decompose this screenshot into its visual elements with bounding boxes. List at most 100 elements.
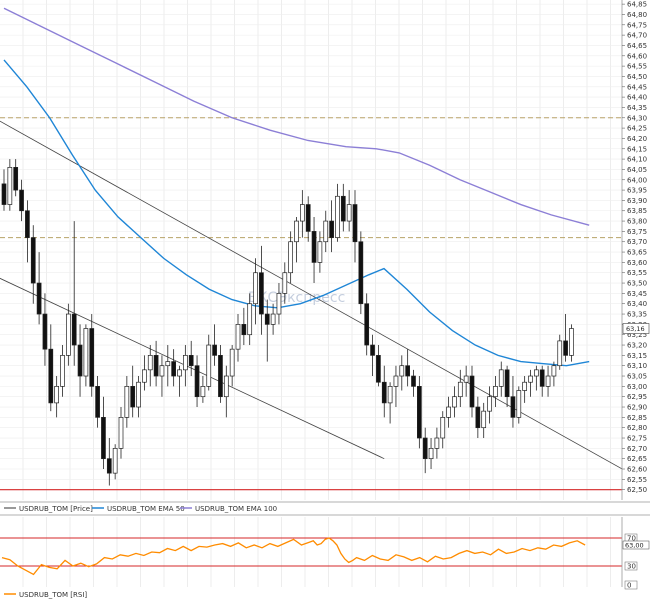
candle-body <box>387 386 393 404</box>
candle <box>13 159 19 197</box>
y-tick-label: 63,60 <box>627 259 647 267</box>
candle <box>241 307 247 346</box>
candle-body <box>522 381 528 391</box>
main-levels <box>0 117 622 491</box>
candle <box>504 365 510 408</box>
candle-body <box>533 369 539 377</box>
candle-body <box>346 204 352 222</box>
candle-body <box>300 204 305 222</box>
candle-body <box>481 410 487 429</box>
candle-body <box>60 355 65 387</box>
candle <box>469 365 475 418</box>
candle <box>370 334 375 377</box>
candle-body <box>200 386 206 398</box>
rsi-y-axis: 70 30 0 63,00 <box>621 517 650 590</box>
y-tick-label: 64,75 <box>627 21 647 29</box>
candle <box>294 216 299 263</box>
rsi-levels <box>0 537 622 567</box>
candle <box>206 334 212 391</box>
y-tick-label: 62,70 <box>627 445 647 453</box>
legend-ema50-label: USDRUB_TOM EMA 50 <box>107 505 185 513</box>
y-tick-label: 64,25 <box>627 125 647 133</box>
candle <box>177 365 182 397</box>
candle-body <box>545 375 551 387</box>
trend-lines <box>0 120 650 485</box>
candle-body <box>206 344 212 387</box>
y-tick-label: 64,20 <box>627 135 647 143</box>
candle <box>200 376 206 403</box>
rsi-line <box>1 537 586 576</box>
candle <box>264 299 270 362</box>
candle-body <box>422 437 428 460</box>
candle <box>346 190 352 232</box>
y-tick-label: 63,80 <box>627 218 647 226</box>
candle-body <box>77 344 83 377</box>
candle <box>124 376 130 428</box>
candle-body <box>305 204 311 232</box>
y-tick-label: 64,50 <box>627 73 647 81</box>
candle <box>422 427 428 474</box>
candle <box>387 382 393 424</box>
y-tick-label: 64,35 <box>627 104 647 112</box>
candle <box>19 179 24 222</box>
candle <box>463 365 469 397</box>
y-tick-label: 64,45 <box>627 83 647 91</box>
candle-body <box>259 272 264 315</box>
rsi-grid <box>22 517 611 587</box>
candle-body <box>1 183 7 205</box>
y-tick-label: 64,30 <box>627 114 647 122</box>
candle-body <box>557 340 563 367</box>
candle <box>7 159 13 211</box>
candle <box>130 365 136 418</box>
candle <box>25 200 30 263</box>
candle <box>101 396 106 470</box>
candle-body <box>188 355 194 367</box>
candle-body <box>106 458 112 474</box>
y-tick-label: 63,40 <box>627 300 647 308</box>
candle-body <box>457 381 463 398</box>
candle-body <box>376 355 381 383</box>
candle-body <box>212 344 217 356</box>
candle-body <box>177 369 182 377</box>
candle-body <box>19 189 24 212</box>
candle <box>54 376 60 418</box>
y-tick-label: 64,10 <box>627 156 647 164</box>
candle-body <box>317 241 323 263</box>
candle <box>305 196 311 242</box>
candle <box>311 216 317 284</box>
candle-body <box>510 396 516 418</box>
candle-body <box>487 396 492 412</box>
legend-ema100-label: USDRUB_TOM EMA 100 <box>195 505 277 513</box>
candle-body <box>493 386 498 398</box>
rsi-tick-label: 70 <box>627 535 636 543</box>
y-tick-label: 63,05 <box>627 373 647 381</box>
candle-body <box>136 381 141 408</box>
legend-rsi: USDRUB_TOM [RSI] <box>4 591 87 599</box>
rsi-tick-box <box>624 561 638 571</box>
candle-body <box>504 369 510 398</box>
candle <box>183 345 188 387</box>
candle <box>516 386 522 424</box>
candle <box>364 293 370 356</box>
rsi-tick-box <box>624 580 638 590</box>
candle <box>48 324 54 412</box>
candle <box>440 411 446 449</box>
candle-body <box>381 381 387 404</box>
y-tick-label: 62,95 <box>627 393 647 401</box>
candle <box>89 314 95 397</box>
candle-body <box>194 365 200 398</box>
y-tick-label: 64,40 <box>627 94 647 102</box>
candle <box>159 355 165 397</box>
candle-body <box>393 375 399 387</box>
candle-body <box>335 195 340 238</box>
y-tick-label: 62,65 <box>627 455 647 463</box>
y-tick-label: 63,15 <box>627 352 647 360</box>
candle <box>557 334 563 370</box>
candle-body <box>569 328 574 356</box>
candle-body <box>276 293 282 315</box>
candle-body <box>218 355 223 398</box>
candle-body <box>498 369 504 387</box>
y-tick-label: 63,55 <box>627 269 647 277</box>
candle <box>493 376 498 408</box>
